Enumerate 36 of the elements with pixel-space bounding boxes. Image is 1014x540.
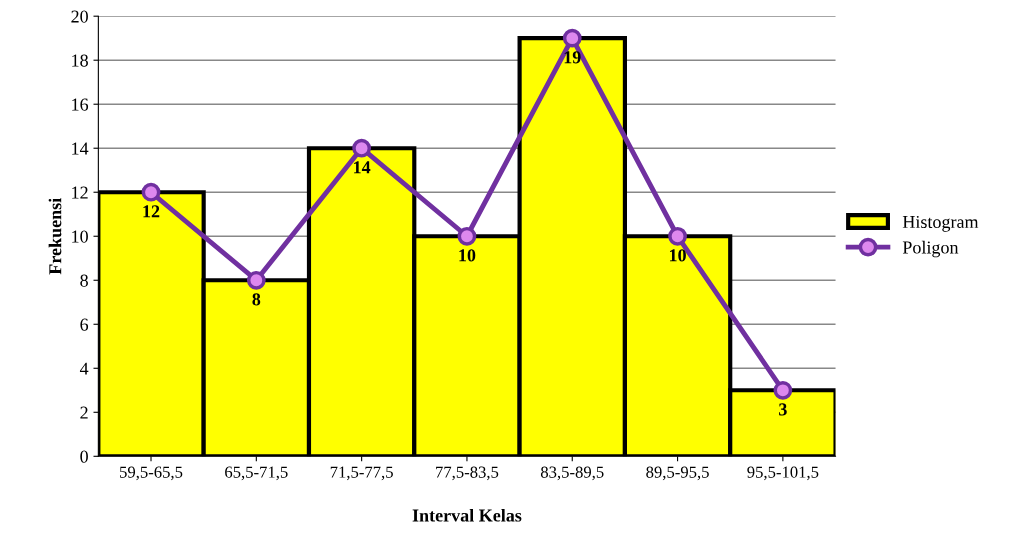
x-tick-label: 59,5-65,5	[120, 466, 183, 481]
y-tick-label: 6	[80, 318, 89, 331]
data-label: 19	[564, 51, 581, 64]
y-axis-title: Frekuensi	[48, 198, 62, 275]
x-tick-label: 95,5-101,5	[747, 466, 819, 481]
point	[562, 28, 582, 48]
point	[773, 380, 793, 400]
y-tick-label: 14	[72, 142, 89, 155]
x-tick-label: 83,5-89,5	[540, 466, 604, 481]
y-tick-label: 0	[80, 450, 88, 463]
point	[457, 226, 477, 246]
data-label: 10	[669, 249, 686, 262]
point	[141, 182, 161, 202]
point	[668, 226, 687, 246]
legend-label: Poligon	[902, 240, 959, 258]
x-axis-title: Interval Kelas	[412, 508, 522, 522]
y-tick-label: 4	[79, 362, 89, 375]
legend-label: Histogram	[902, 215, 979, 232]
y-tick-label: 20	[71, 10, 88, 23]
x-tick-label: 77,5-83,5	[436, 466, 499, 481]
y-tick-label: 16	[72, 98, 89, 111]
x-tick-label: 89,5-95,5	[646, 466, 709, 481]
data-label: 14	[354, 161, 371, 174]
y-tick-label: 8	[80, 274, 88, 287]
data-label: 3	[779, 403, 787, 416]
y-tick-label: 12	[72, 186, 88, 199]
data-label: 8	[252, 293, 261, 306]
y-tick-label: 10	[72, 230, 88, 243]
data-label: 10	[459, 249, 476, 262]
x-tick-label: 71,5-77,5	[330, 466, 393, 481]
point	[246, 270, 266, 290]
y-tick-label: 18	[72, 54, 88, 67]
point	[352, 138, 372, 158]
data-label: 12	[143, 205, 160, 218]
x-tick-label: 65,5-71,5	[225, 466, 288, 481]
y-tick-label: 2	[80, 406, 88, 419]
